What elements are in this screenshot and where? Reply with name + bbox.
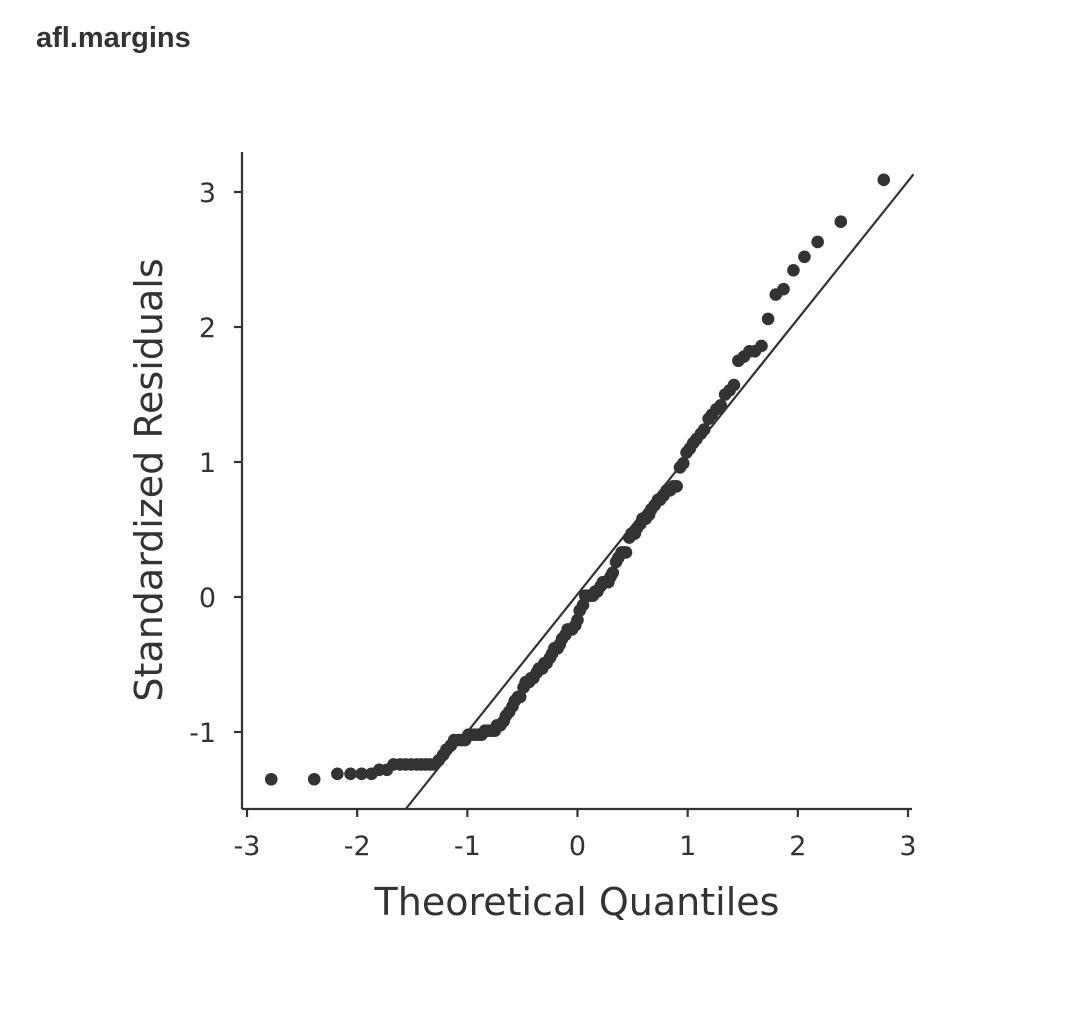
x-tick-label: 3 bbox=[899, 831, 916, 862]
data-point bbox=[834, 215, 848, 228]
data-point bbox=[755, 339, 768, 353]
x-tick-label: -3 bbox=[234, 831, 261, 862]
x-tick-label: 2 bbox=[789, 831, 806, 862]
data-point bbox=[344, 767, 357, 781]
data-point bbox=[307, 772, 321, 786]
x-tick-label: -1 bbox=[454, 831, 481, 862]
data-point bbox=[571, 613, 584, 627]
y-tick-label: 0 bbox=[199, 583, 216, 614]
data-point bbox=[811, 235, 824, 249]
x-tick-label: -2 bbox=[344, 831, 371, 862]
y-tick-label: 2 bbox=[199, 313, 216, 344]
data-point bbox=[714, 399, 728, 412]
data-point bbox=[777, 282, 790, 296]
y-axis-title: Standardized Residuals bbox=[127, 258, 171, 701]
data-point bbox=[787, 264, 800, 277]
y-tick-label: -1 bbox=[189, 718, 216, 749]
y-tick-label: 3 bbox=[199, 178, 216, 209]
x-tick-label: 1 bbox=[679, 831, 696, 862]
data-points bbox=[264, 173, 891, 786]
data-point bbox=[619, 546, 633, 559]
data-point bbox=[355, 767, 368, 781]
x-axis-ticks: -3 -2 -1 0 1 2 3 bbox=[234, 809, 917, 862]
data-point bbox=[513, 690, 527, 704]
data-point bbox=[331, 767, 344, 781]
y-tick-label: 1 bbox=[199, 448, 216, 479]
data-point bbox=[576, 598, 590, 612]
data-point bbox=[877, 173, 891, 187]
data-point bbox=[798, 250, 811, 264]
y-axis-ticks: -1 0 1 2 3 bbox=[189, 178, 242, 749]
x-tick-label: 0 bbox=[569, 831, 586, 862]
chart-title: afl.margins bbox=[36, 22, 191, 54]
x-axis-title: Theoretical Quantiles bbox=[374, 880, 780, 924]
reference-line bbox=[404, 173, 915, 810]
data-point bbox=[727, 378, 741, 392]
data-point bbox=[264, 772, 278, 786]
data-point bbox=[606, 566, 620, 579]
data-point bbox=[670, 480, 683, 493]
data-point bbox=[761, 312, 775, 326]
